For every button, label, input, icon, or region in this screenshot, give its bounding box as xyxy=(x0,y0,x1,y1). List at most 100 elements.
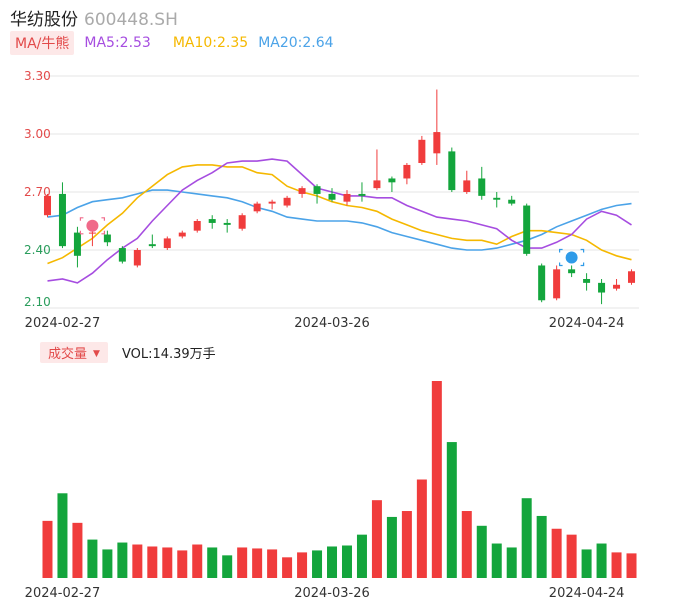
candle xyxy=(313,184,321,204)
x-tick-label: 2024-04-24 xyxy=(549,586,625,601)
y-tick-label: 2.70 xyxy=(24,185,51,199)
candle-body xyxy=(628,271,636,283)
bear-marker-frame xyxy=(559,248,585,267)
candles xyxy=(43,89,636,305)
candle-body xyxy=(118,248,126,262)
candle-body xyxy=(163,238,171,249)
volume-bar xyxy=(72,522,83,578)
volume-bar xyxy=(252,548,263,578)
volume-bar xyxy=(162,547,173,578)
candle xyxy=(43,193,51,218)
volume-bar xyxy=(596,543,607,578)
ma-indicator-button[interactable]: MA/牛熊 xyxy=(10,31,75,55)
candle xyxy=(223,219,231,233)
ma5-label: MA5:2.53 xyxy=(84,35,151,51)
volume-bar xyxy=(506,547,517,578)
volume-bar xyxy=(446,442,457,578)
candle-body xyxy=(568,269,576,274)
caret-down-icon: ▼ xyxy=(93,349,100,359)
candle-body xyxy=(343,193,351,202)
volume-bar xyxy=(461,511,472,578)
volume-bar xyxy=(207,547,218,578)
candle xyxy=(373,149,381,191)
candle xyxy=(388,176,396,192)
candle xyxy=(628,269,636,285)
candle xyxy=(463,170,471,194)
candle xyxy=(178,230,186,239)
candle xyxy=(523,203,531,256)
volume-bar xyxy=(117,542,128,578)
candle xyxy=(118,246,126,264)
candle-body xyxy=(313,186,321,194)
bull-marker-dot xyxy=(86,219,99,232)
candle-body xyxy=(388,178,396,183)
candle xyxy=(583,273,591,291)
candle-body xyxy=(433,132,441,154)
volume-bar xyxy=(611,552,622,578)
volume-bar xyxy=(312,550,323,578)
candle xyxy=(538,263,546,303)
candle-body xyxy=(73,232,81,256)
candle-body xyxy=(538,265,546,301)
ma10-label: MA10:2.35 xyxy=(172,35,249,51)
candle xyxy=(343,190,351,206)
candle xyxy=(103,230,111,247)
candle-body xyxy=(598,282,606,293)
candle xyxy=(418,135,426,165)
candle-body xyxy=(613,284,621,289)
candle xyxy=(568,265,576,278)
candle-body xyxy=(58,193,66,247)
volume-bar xyxy=(491,543,502,578)
candle-body xyxy=(508,199,516,204)
x-tick-label: 2024-02-27 xyxy=(25,316,101,331)
volume-bar xyxy=(102,549,113,578)
candle xyxy=(253,201,261,214)
candle-body xyxy=(283,197,291,206)
bull-marker-frame xyxy=(79,217,106,235)
volume-bar xyxy=(566,534,577,578)
candle-body xyxy=(88,232,96,234)
candle-body xyxy=(193,221,201,231)
candle xyxy=(508,195,516,206)
volume-bar xyxy=(551,528,562,578)
volume-bar xyxy=(356,534,367,578)
volume-bar xyxy=(147,546,158,578)
ma5-line xyxy=(47,158,632,284)
volume-bar xyxy=(341,545,352,578)
candle-body xyxy=(418,139,426,163)
volume-bar xyxy=(42,520,53,578)
ma10-line xyxy=(47,164,632,265)
candle xyxy=(193,219,201,233)
candle-body xyxy=(298,188,306,194)
ma20-label: MA20:2.64 xyxy=(258,35,334,51)
candle-body xyxy=(148,244,156,247)
volume-bar xyxy=(581,549,592,578)
candle-body xyxy=(523,205,531,254)
stock-name: 华纺股份 xyxy=(10,10,78,30)
candle xyxy=(58,182,66,249)
candle-body xyxy=(403,164,411,179)
candle xyxy=(328,188,336,202)
candle xyxy=(268,199,276,210)
candle-body xyxy=(268,201,276,204)
volume-indicator-button[interactable]: 成交量 ▼ xyxy=(40,341,108,363)
volume-bar xyxy=(521,498,532,578)
candle-body xyxy=(103,234,111,243)
volume-bar xyxy=(386,516,397,578)
candle-body xyxy=(253,203,261,212)
candle xyxy=(283,195,291,208)
candle xyxy=(493,192,501,208)
candle xyxy=(448,147,456,192)
y-tick-label: 3.00 xyxy=(24,127,51,141)
x-tick-label: 2024-02-27 xyxy=(25,586,101,601)
volume-bar xyxy=(177,550,188,578)
stock-title: 华纺股份 600448.SH xyxy=(10,5,178,30)
volume-bar xyxy=(371,500,382,578)
candle xyxy=(133,248,141,268)
y-tick-label: 2.10 xyxy=(24,295,51,309)
volume-bar xyxy=(431,381,442,578)
volume-legend: 成交量 ▼ VOL:14.39万手 xyxy=(40,341,216,363)
volume-value: VOL:14.39万手 xyxy=(121,346,216,362)
candle-body xyxy=(43,195,51,216)
